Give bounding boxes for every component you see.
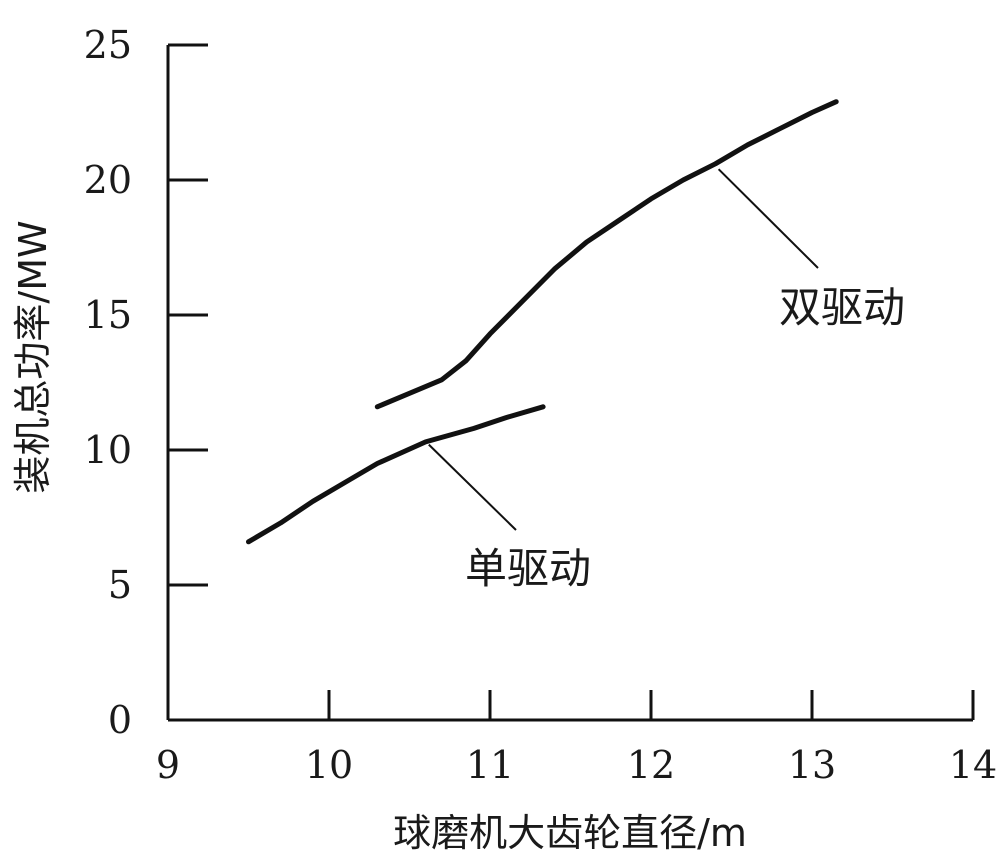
series-group — [246, 99, 839, 545]
x-tick-label: 9 — [156, 743, 180, 787]
x-tick-label: 11 — [466, 743, 514, 787]
axes — [166, 45, 973, 722]
annotation-leader-line — [717, 168, 819, 269]
x-tick-label: 14 — [949, 743, 997, 787]
annotations: 单驱动 双驱动 — [428, 168, 905, 593]
x-tick-label: 10 — [305, 743, 353, 787]
x-tick-label: 12 — [627, 743, 675, 787]
y-tick-label: 20 — [84, 158, 132, 202]
y-axis-title: 装机总功率/MW — [11, 220, 55, 493]
y-tick-label: 25 — [84, 23, 132, 67]
series-line-2 — [374, 99, 839, 410]
y-tick-label: 10 — [84, 428, 132, 472]
ticks: 0 5 10 15 20 25 9 10 11 12 13 14 — [84, 23, 998, 787]
x-tick-label: 13 — [788, 743, 836, 787]
annotation-label: 单驱动 — [465, 544, 591, 593]
x-axis-title: 球磨机大齿轮直径/m — [393, 811, 747, 855]
series-line-1 — [246, 404, 546, 545]
y-tick-label: 5 — [108, 563, 132, 607]
annotation-label: 双驱动 — [779, 283, 905, 332]
y-tick-label: 15 — [84, 293, 132, 337]
y-tick-label: 0 — [108, 698, 132, 742]
annotation-leader-line — [428, 443, 517, 531]
